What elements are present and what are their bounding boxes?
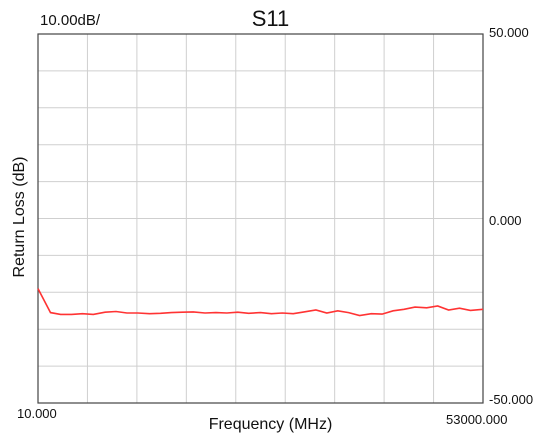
x-tick-label-start: 10.000 xyxy=(17,406,57,421)
x-tick-label-end: 53000.000 xyxy=(446,412,508,427)
chart-title: S11 xyxy=(251,6,290,31)
y-tick-label-top: 50.000 xyxy=(489,25,529,40)
grid-lines xyxy=(38,34,483,403)
s11-trace-line xyxy=(37,288,484,317)
plot-frame xyxy=(37,33,484,404)
y-tick-label-bottom: -50.000 xyxy=(489,392,534,407)
scale-per-division-label: 10.00dB/ xyxy=(40,12,101,29)
y-tick-label-middle: 0.000 xyxy=(489,213,522,228)
x-axis-label: Frequency (MHz) xyxy=(208,416,333,433)
